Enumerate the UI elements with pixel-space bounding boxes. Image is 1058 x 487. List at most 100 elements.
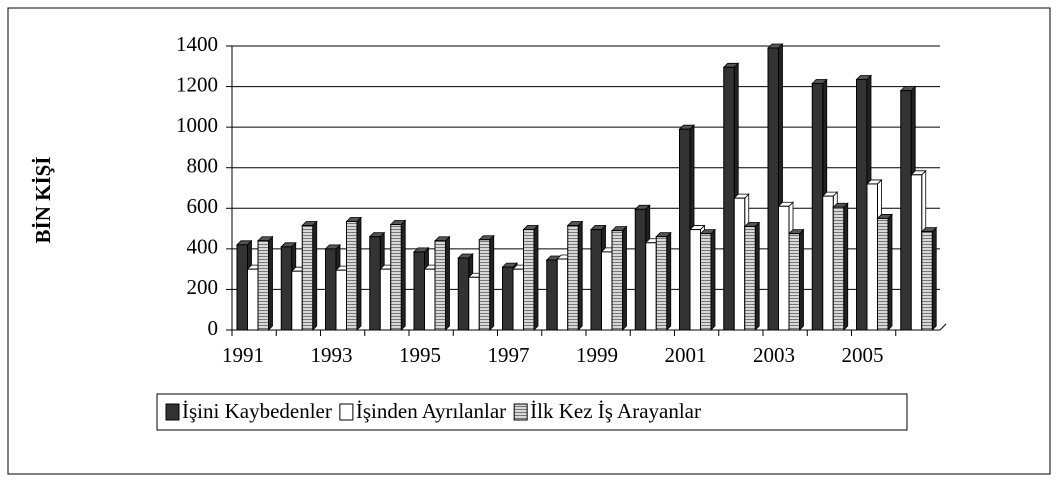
- bar-face: [280, 246, 293, 331]
- bar-face: [325, 248, 337, 331]
- y-tick-label: 800: [187, 154, 219, 178]
- bar: [478, 234, 495, 331]
- bar-face: [744, 226, 756, 331]
- bar-face: [590, 229, 602, 331]
- bar-face: [236, 244, 248, 331]
- x-tick-label: 1995: [399, 343, 441, 367]
- bar-face: [679, 128, 691, 331]
- y-tick-label: 1200: [176, 72, 218, 96]
- bar-face: [502, 266, 514, 331]
- bar-face: [312, 220, 318, 331]
- y-tick-label: 600: [187, 194, 219, 218]
- bar-face: [489, 234, 495, 331]
- x-tick-label: 2005: [842, 343, 884, 367]
- bar-face: [754, 221, 760, 331]
- bar: [743, 221, 761, 331]
- bar: [876, 213, 893, 331]
- bar: [566, 220, 584, 331]
- bar-face: [733, 197, 746, 331]
- bar-face: [832, 206, 845, 331]
- bar-face: [611, 230, 623, 331]
- bar: [345, 216, 362, 331]
- bar-face: [546, 259, 558, 331]
- legend-swatch: [339, 403, 354, 421]
- bar-face: [689, 229, 701, 331]
- bar-face: [567, 225, 579, 331]
- bar-face: [666, 231, 672, 331]
- x-tick-label: 1997: [488, 343, 530, 367]
- bar-face: [910, 174, 923, 331]
- bar-face: [601, 251, 613, 331]
- y-tick-label: 200: [187, 275, 219, 299]
- bar-face: [335, 269, 347, 331]
- y-tick-label: 1000: [176, 113, 218, 137]
- bar: [611, 225, 628, 331]
- bar-face: [434, 240, 446, 331]
- bar-face: [247, 268, 259, 331]
- bar: [389, 219, 407, 331]
- x-tick-label: 2001: [665, 343, 707, 367]
- bar-face: [700, 233, 712, 331]
- bar-face: [767, 47, 779, 331]
- bar: [301, 220, 318, 331]
- bar-face: [301, 225, 314, 331]
- bar-face: [723, 66, 735, 331]
- bar-face: [843, 202, 849, 331]
- bar-face: [811, 83, 824, 331]
- bar-face: [257, 240, 269, 331]
- bar-face: [445, 235, 450, 331]
- frame: [7, 7, 1051, 475]
- bar-face: [866, 183, 878, 331]
- bar-face: [413, 251, 425, 331]
- y-tick-label: 400: [187, 235, 219, 259]
- bar-face: [468, 276, 480, 331]
- bar-face: [390, 224, 402, 331]
- bar-face: [533, 224, 539, 331]
- bar-face: [799, 228, 804, 331]
- bar-face: [634, 208, 647, 331]
- legend-swatch: [513, 403, 528, 421]
- bar-face: [645, 242, 657, 331]
- bar-face: [291, 270, 303, 331]
- x-tick-label: 1993: [311, 343, 353, 367]
- bar-face: [512, 268, 524, 331]
- bar: [699, 228, 716, 331]
- bar-face: [822, 195, 834, 331]
- bar-face: [523, 229, 535, 331]
- bar-face: [577, 220, 583, 331]
- bar-face: [424, 268, 436, 331]
- bar: [920, 226, 938, 331]
- bar-face: [457, 257, 470, 331]
- bar: [655, 231, 672, 331]
- bar: [257, 235, 274, 331]
- bar-face: [268, 235, 273, 331]
- bar-face: [856, 78, 868, 331]
- x-axis-depth: [939, 323, 947, 331]
- bar: [522, 224, 539, 331]
- bar-face: [887, 213, 893, 331]
- y-tick-label: 0: [208, 316, 219, 340]
- bar-face: [379, 268, 392, 331]
- y-axis-title: BİN KİŞİ: [31, 157, 55, 244]
- bar-face: [356, 216, 362, 331]
- y-tick-label: 1400: [176, 32, 218, 56]
- bar-face: [556, 258, 569, 331]
- bar: [788, 228, 805, 331]
- bar-face: [346, 220, 358, 331]
- bar-face: [400, 219, 406, 331]
- bar-face: [900, 90, 912, 331]
- legend-label: İşinden Ayrılanlar: [356, 399, 506, 423]
- bar-face: [655, 236, 668, 331]
- bar-face: [478, 239, 491, 331]
- x-tick-label: 1999: [576, 343, 618, 367]
- bar-face: [788, 233, 800, 331]
- bar: [832, 202, 849, 331]
- bar-face: [778, 205, 790, 331]
- bar-face: [921, 231, 933, 331]
- legend: [156, 393, 908, 431]
- legend-label: İşini Kaybedenler: [182, 399, 332, 423]
- bar-face: [710, 228, 716, 331]
- bar: [434, 235, 451, 331]
- bar-face: [622, 225, 627, 331]
- x-tick-label: 2003: [753, 343, 795, 367]
